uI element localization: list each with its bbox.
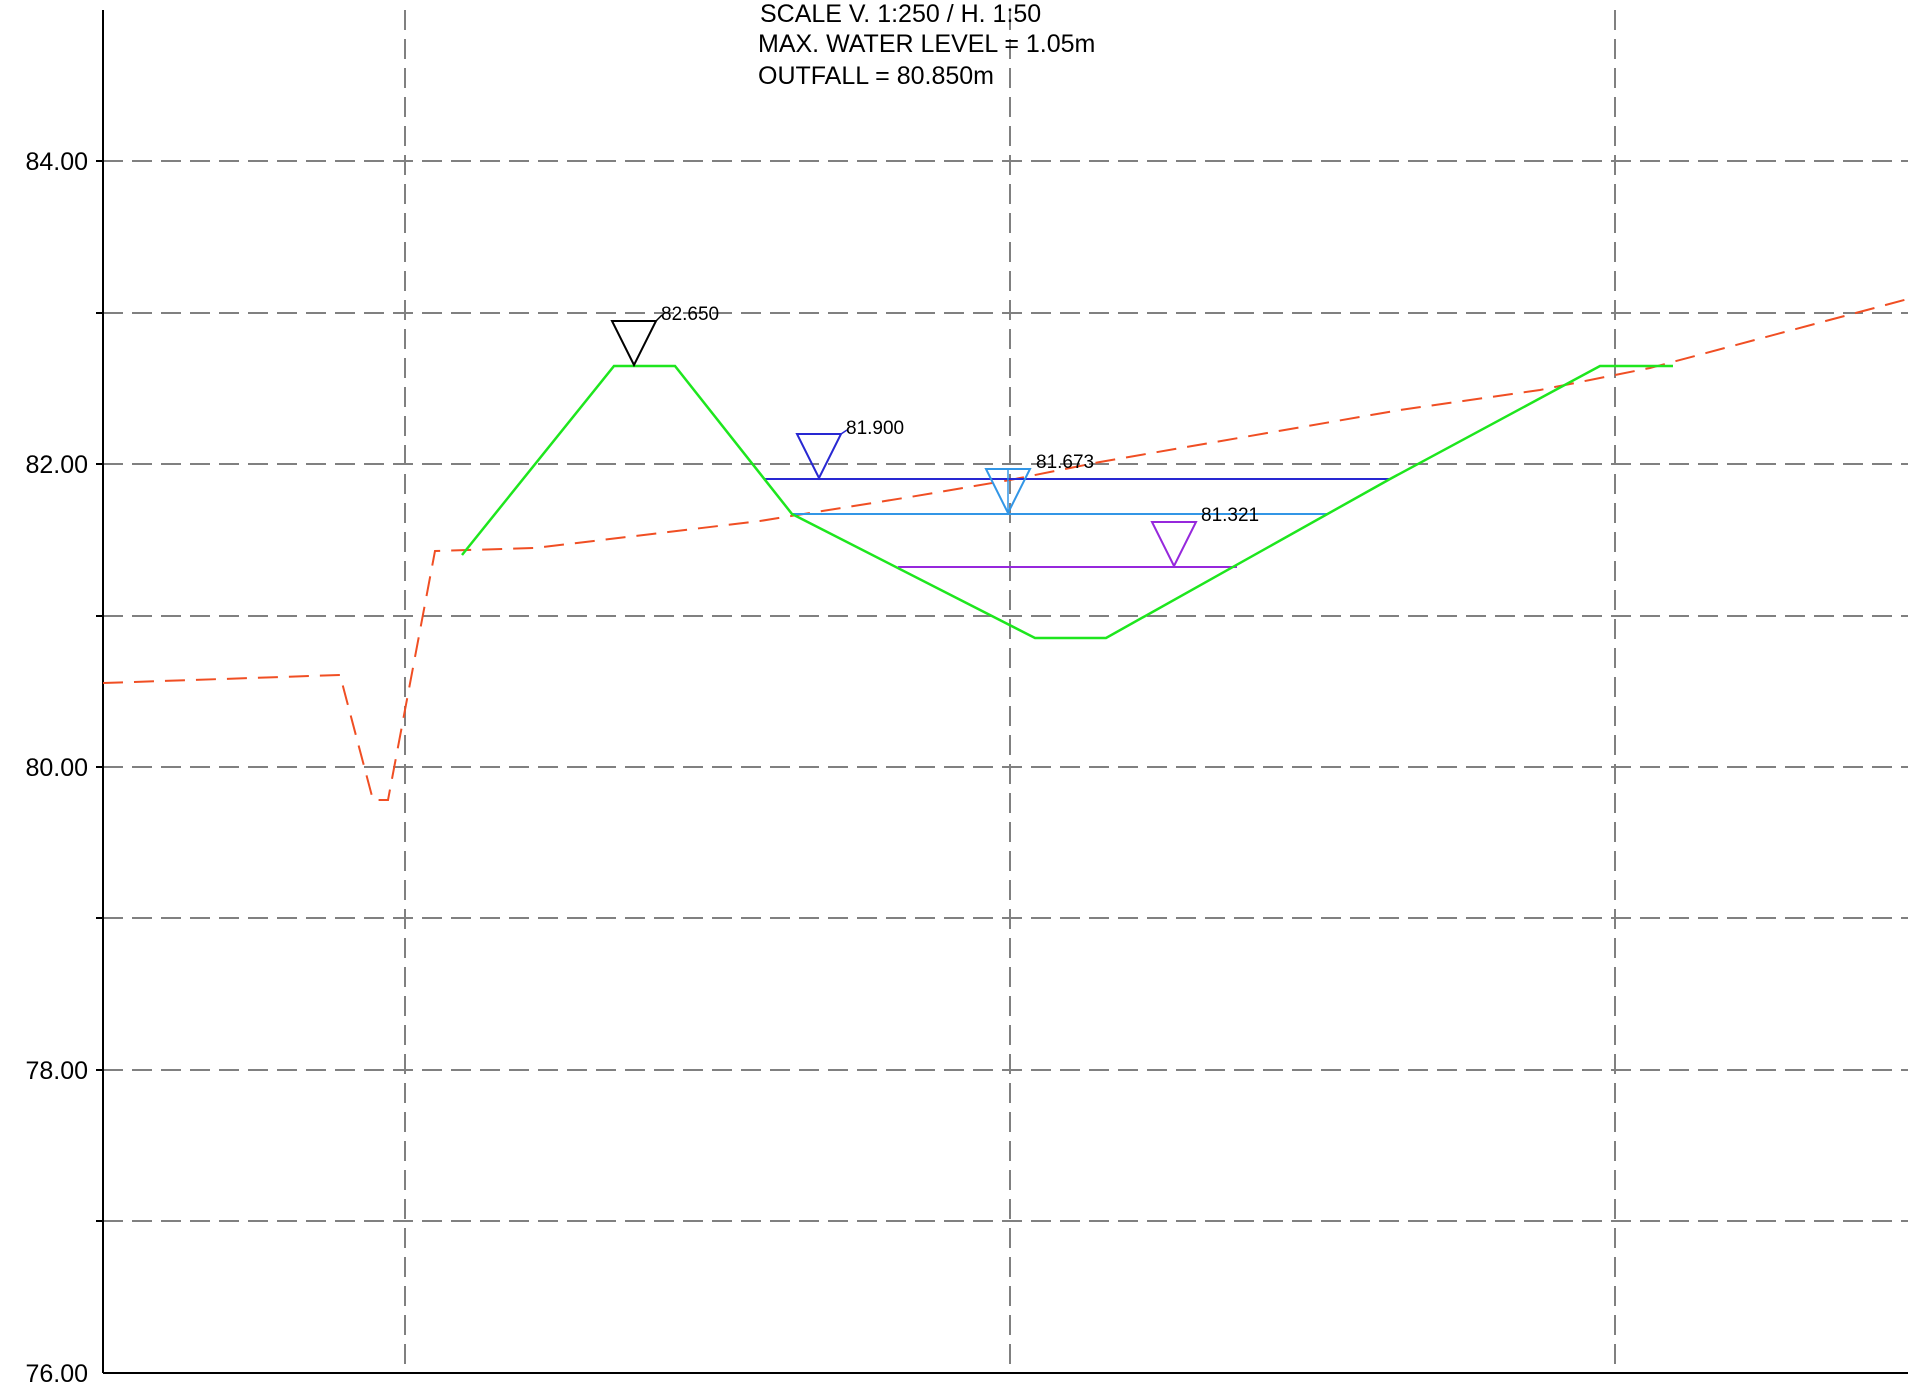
bank-top-level-label: 82.650 <box>661 304 719 325</box>
y-tick-labels: 84.00 82.00 80.00 78.00 76.00 <box>25 148 88 1388</box>
y-tick-label: 76.00 <box>25 1360 88 1388</box>
water-level-label-dark-blue: 81.900 <box>846 418 904 439</box>
outfall-note: OUTFALL = 80.850m <box>758 62 994 90</box>
level-marker-icon <box>1150 521 1198 569</box>
level-marker-icon <box>610 320 658 368</box>
y-tick-label: 82.00 <box>25 451 88 479</box>
marker-leader <box>840 429 848 435</box>
water-level-label-light-blue: 81.673 <box>1036 452 1094 473</box>
bank-top-marker: 82.650 <box>610 304 719 368</box>
water-level-label-purple: 81.321 <box>1201 505 1259 526</box>
vertical-gridlines <box>404 10 1616 1373</box>
water-level-marker-light-blue: 81.673 <box>984 452 1094 516</box>
drawing-notes: SCALE V. 1:250 / H. 1:50 MAX. WATER LEVE… <box>758 0 1095 90</box>
marker-leader <box>655 314 663 322</box>
scale-note: SCALE V. 1:250 / H. 1:50 <box>760 0 1041 28</box>
y-tick-label: 80.00 <box>25 754 88 782</box>
max-water-level-note: MAX. WATER LEVEL = 1.05m <box>758 30 1095 58</box>
level-marker-icon <box>795 433 843 481</box>
y-axis-ticks <box>96 160 103 1222</box>
channel-design-section <box>461 364 1673 640</box>
water-level-marker-purple: 81.321 <box>1150 505 1259 569</box>
y-tick-label: 84.00 <box>25 148 88 176</box>
existing-ground-line <box>102 298 1908 801</box>
y-tick-label: 78.00 <box>25 1057 88 1085</box>
horizontal-gridlines <box>103 160 1908 1222</box>
water-level-marker-dark-blue: 81.900 <box>795 418 904 481</box>
